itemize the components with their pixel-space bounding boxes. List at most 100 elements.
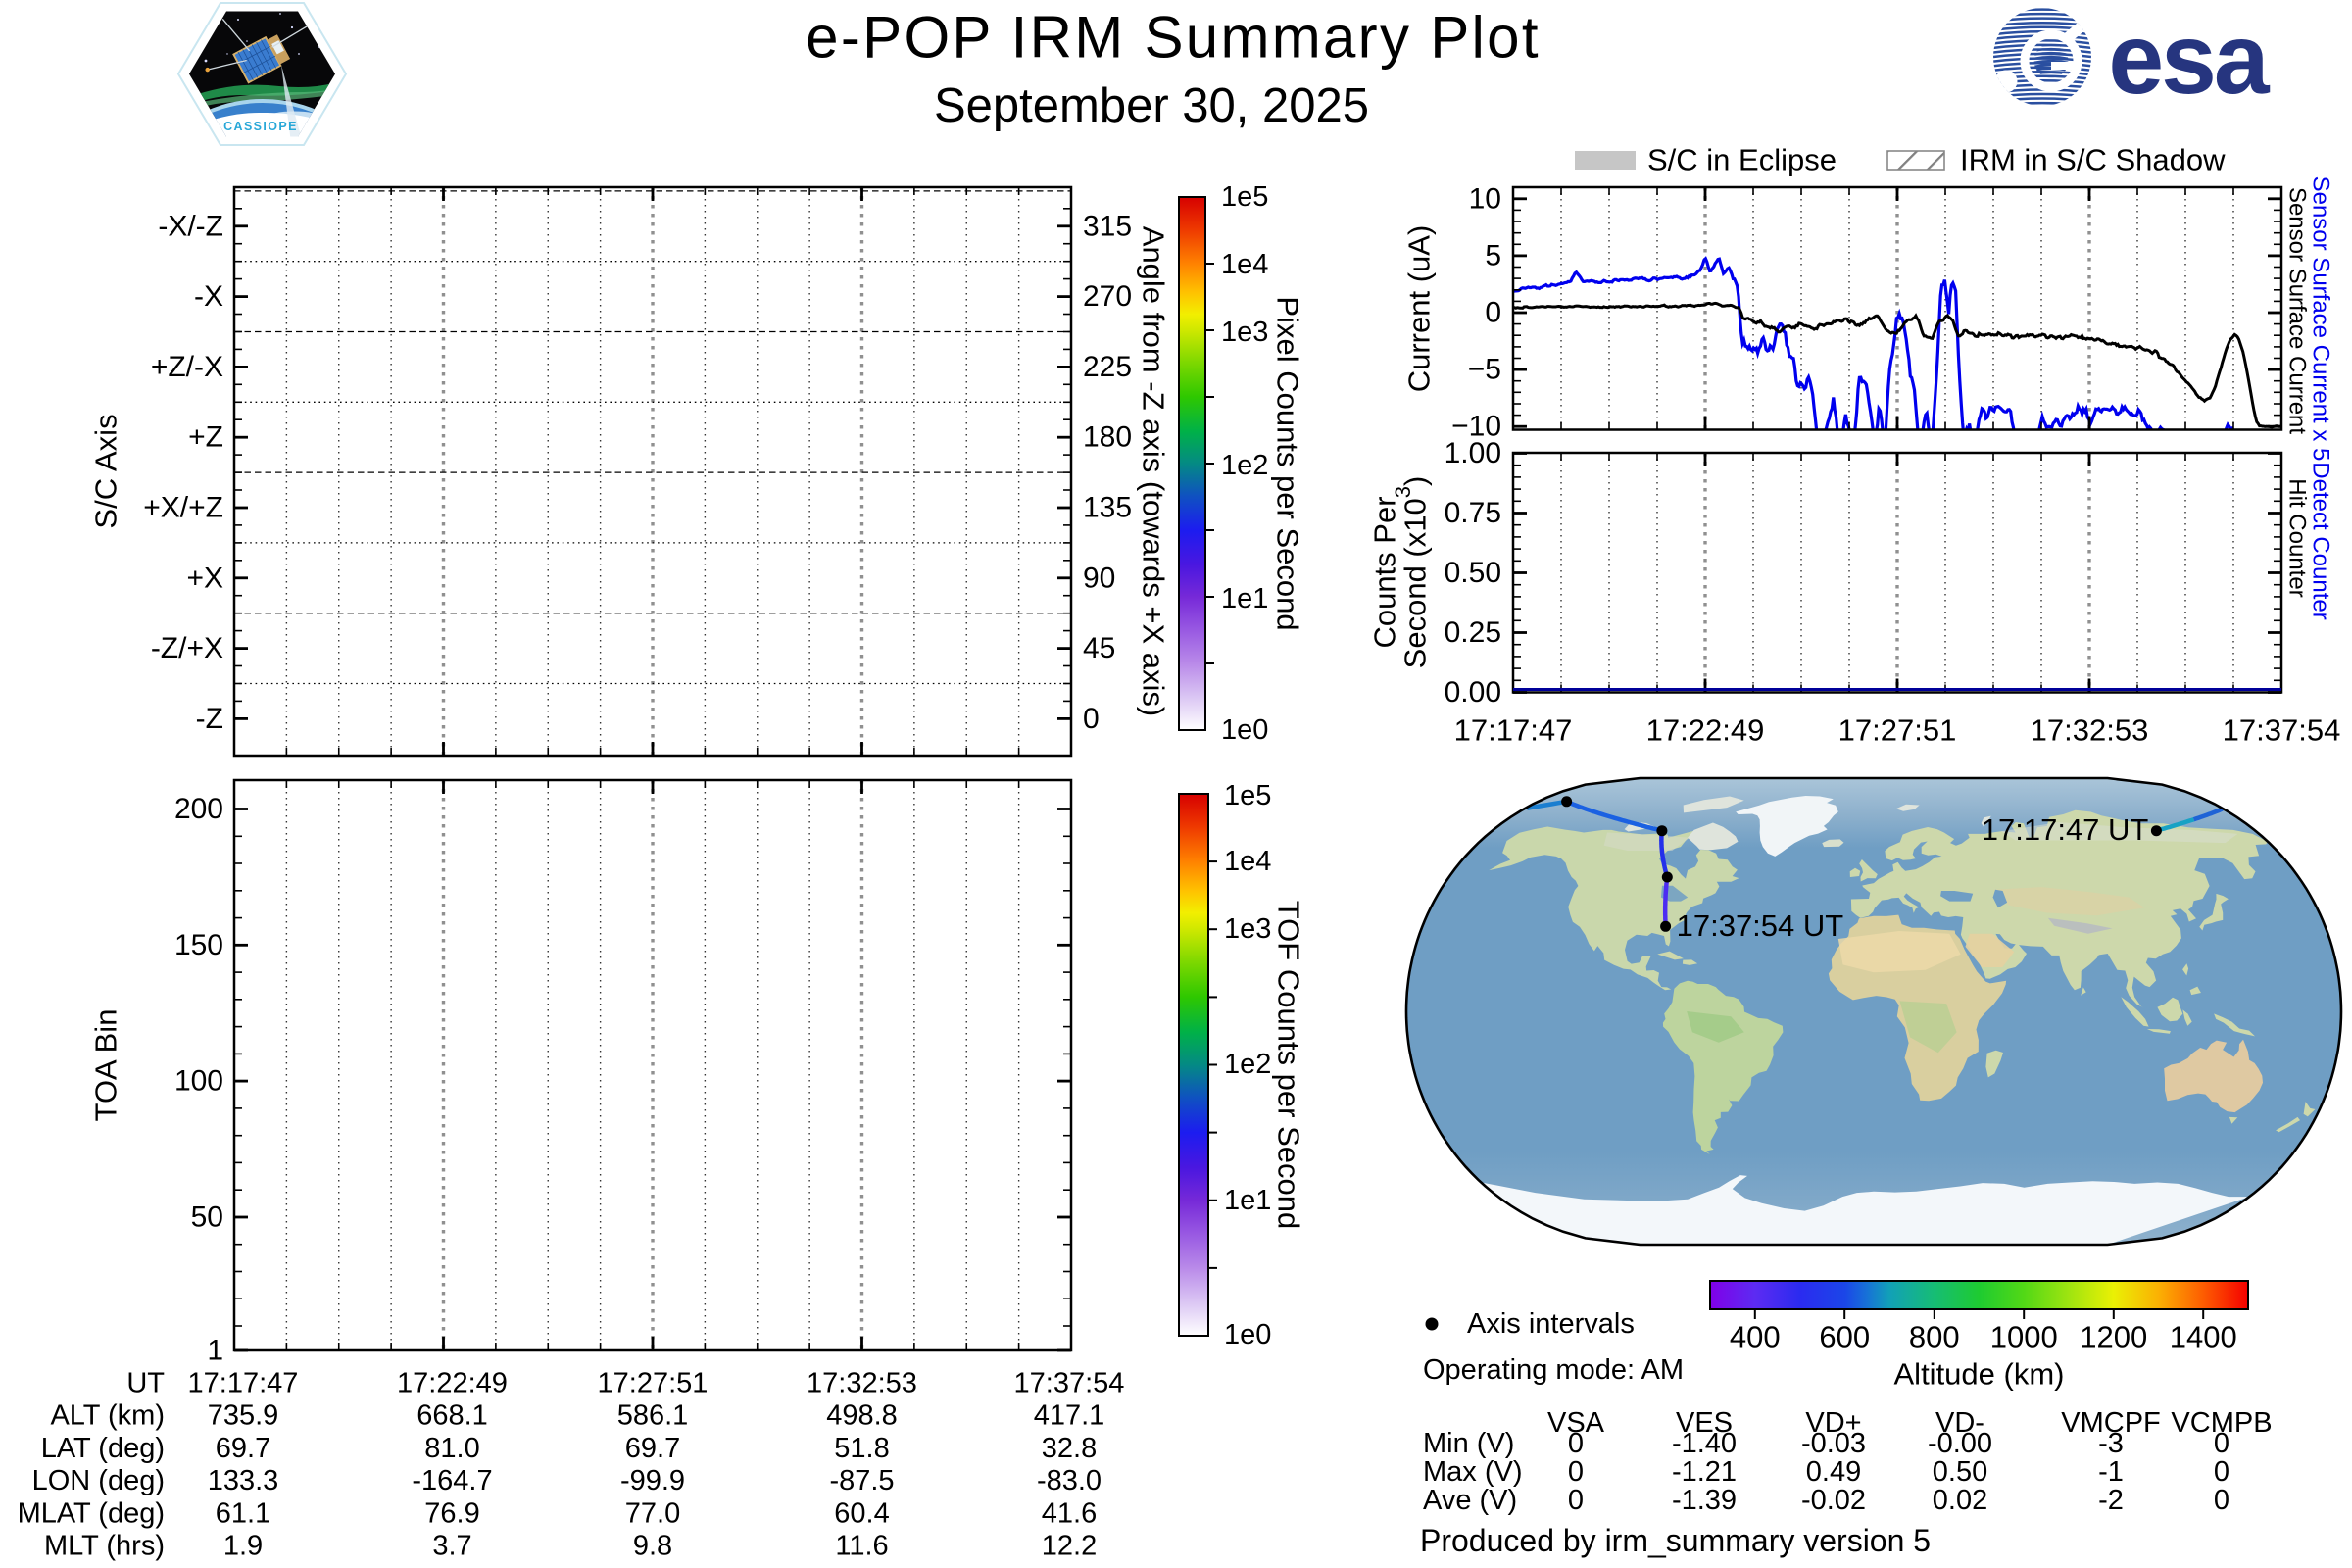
svg-text:Min (V): Min (V) [1423, 1428, 1514, 1459]
svg-text:17:27:51: 17:27:51 [1838, 713, 1957, 748]
svg-text:77.0: 77.0 [625, 1497, 680, 1529]
svg-text:VMCPF: VMCPF [2061, 1407, 2161, 1439]
svg-text:0.75: 0.75 [1445, 497, 1501, 529]
svg-text:90: 90 [1083, 562, 1115, 594]
svg-text:17:22:49: 17:22:49 [397, 1368, 508, 1399]
svg-text:CASSIOPE: CASSIOPE [223, 120, 298, 133]
svg-text:17:22:49: 17:22:49 [1646, 713, 1765, 748]
svg-text:12.2: 12.2 [1042, 1531, 1097, 1562]
svg-text:Pixel Counts per Second: Pixel Counts per Second [1271, 296, 1305, 630]
svg-text:17:17:47 UT: 17:17:47 UT [1982, 812, 2149, 847]
svg-text:-2: -2 [2098, 1485, 2124, 1516]
svg-text:1200: 1200 [2080, 1320, 2147, 1354]
svg-text:Max (V): Max (V) [1423, 1456, 1523, 1488]
svg-text:17:37:54: 17:37:54 [1014, 1368, 1125, 1399]
svg-text:69.7: 69.7 [216, 1433, 270, 1464]
svg-text:1e5: 1e5 [1221, 181, 1268, 213]
svg-text:Sensor Surface Current: Sensor Surface Current [2284, 187, 2311, 434]
svg-text:1e5: 1e5 [1224, 780, 1271, 811]
svg-text:225: 225 [1083, 351, 1132, 383]
svg-text:17:32:53: 17:32:53 [807, 1368, 917, 1399]
svg-text:180: 180 [1083, 421, 1132, 454]
svg-text:Detect Counter: Detect Counter [2308, 462, 2334, 619]
svg-text:1400: 1400 [2170, 1320, 2237, 1354]
svg-text:-X/-Z: -X/-Z [158, 210, 223, 242]
svg-text:69.7: 69.7 [625, 1433, 680, 1464]
svg-text:Second (x103): Second (x103) [1391, 476, 1433, 669]
svg-text:-Z: -Z [196, 703, 223, 735]
svg-text:Ave (V): Ave (V) [1423, 1485, 1517, 1516]
svg-text:-1: -1 [2098, 1456, 2124, 1488]
svg-text:600: 600 [1819, 1320, 1870, 1354]
svg-text:ALT (km): ALT (km) [50, 1400, 165, 1432]
svg-text:-83.0: -83.0 [1037, 1465, 1102, 1496]
svg-text:Current (uA): Current (uA) [1402, 225, 1437, 393]
svg-text:50: 50 [191, 1200, 223, 1233]
svg-text:81.0: 81.0 [424, 1433, 479, 1464]
svg-text:1e2: 1e2 [1224, 1049, 1271, 1080]
svg-text:Sensor Surface Current x 5: Sensor Surface Current x 5 [2308, 176, 2334, 462]
svg-text:LAT (deg): LAT (deg) [41, 1433, 165, 1464]
svg-text:17:37:54: 17:37:54 [2223, 713, 2341, 748]
svg-text:-0.02: -0.02 [1801, 1485, 1866, 1516]
svg-text:735.9: 735.9 [208, 1400, 279, 1432]
svg-text:17:17:47: 17:17:47 [188, 1368, 299, 1399]
svg-text:-Z/+X: -Z/+X [151, 632, 223, 664]
svg-text:0.50: 0.50 [1933, 1456, 1987, 1488]
svg-text:1.9: 1.9 [223, 1531, 263, 1562]
svg-text:9.8: 9.8 [633, 1531, 672, 1562]
svg-text:Operating mode: AM: Operating mode: AM [1423, 1354, 1684, 1386]
svg-text:esa: esa [2108, 3, 2270, 115]
svg-text:135: 135 [1083, 491, 1132, 523]
svg-text:Produced by irm_summary versio: Produced by irm_summary version 5 [1420, 1523, 1931, 1558]
svg-text:76.9: 76.9 [424, 1497, 479, 1529]
svg-text:0: 0 [1083, 703, 1100, 735]
svg-text:270: 270 [1083, 280, 1132, 313]
svg-text:61.1: 61.1 [216, 1497, 270, 1529]
svg-text:1e0: 1e0 [1221, 714, 1268, 746]
svg-text:200: 200 [174, 793, 223, 825]
svg-text:417.1: 417.1 [1034, 1400, 1105, 1432]
svg-text:315: 315 [1083, 210, 1132, 242]
svg-text:0.02: 0.02 [1933, 1485, 1987, 1516]
svg-text:MLAT (deg): MLAT (deg) [18, 1497, 165, 1529]
svg-text:10: 10 [1469, 182, 1501, 215]
svg-text:-164.7: -164.7 [412, 1465, 492, 1496]
svg-text:1: 1 [207, 1335, 223, 1367]
svg-text:1e3: 1e3 [1221, 317, 1268, 348]
svg-text:-3: -3 [2098, 1428, 2124, 1459]
svg-text:S/C in Eclipse: S/C in Eclipse [1647, 143, 1837, 177]
svg-text:100: 100 [174, 1065, 223, 1098]
svg-text:VES: VES [1676, 1407, 1733, 1439]
svg-text:17:17:47: 17:17:47 [1454, 713, 1573, 748]
svg-text:-0.03: -0.03 [1801, 1428, 1866, 1459]
svg-text:Counts Per: Counts Per [1368, 496, 1402, 648]
svg-text:−5: −5 [1468, 354, 1501, 386]
svg-text:0: 0 [2214, 1456, 2230, 1488]
svg-text:51.8: 51.8 [834, 1433, 889, 1464]
svg-text:MLT (hrs): MLT (hrs) [44, 1531, 165, 1562]
svg-text:32.8: 32.8 [1042, 1433, 1097, 1464]
svg-text:0.49: 0.49 [1806, 1456, 1861, 1488]
svg-text:+Z: +Z [188, 421, 223, 454]
svg-text:586.1: 586.1 [617, 1400, 689, 1432]
svg-text:400: 400 [1730, 1320, 1781, 1354]
svg-text:+X: +X [186, 562, 223, 594]
svg-text:S/C Axis: S/C Axis [89, 414, 123, 528]
svg-text:498.8: 498.8 [826, 1400, 898, 1432]
svg-text:-X: -X [194, 280, 223, 313]
svg-text:11.6: 11.6 [835, 1531, 888, 1562]
svg-text:LON (deg): LON (deg) [32, 1465, 165, 1496]
svg-text:1.00: 1.00 [1445, 437, 1501, 469]
svg-text:Axis intervals: Axis intervals [1467, 1308, 1635, 1340]
svg-text:VCMPB: VCMPB [2171, 1407, 2272, 1439]
svg-text:0.00: 0.00 [1445, 676, 1501, 709]
svg-text:45: 45 [1083, 632, 1115, 664]
svg-text:e-POP IRM Summary Plot: e-POP IRM Summary Plot [806, 5, 1541, 71]
svg-text:−10: −10 [1451, 411, 1501, 443]
svg-text:3.7: 3.7 [432, 1531, 471, 1562]
svg-text:Angle from -Z axis (towards +X: Angle from -Z axis (towards +X axis) [1137, 226, 1171, 716]
svg-text:-87.5: -87.5 [829, 1465, 894, 1496]
svg-text:VD+: VD+ [1805, 1407, 1861, 1439]
svg-text:1e2: 1e2 [1221, 450, 1268, 481]
